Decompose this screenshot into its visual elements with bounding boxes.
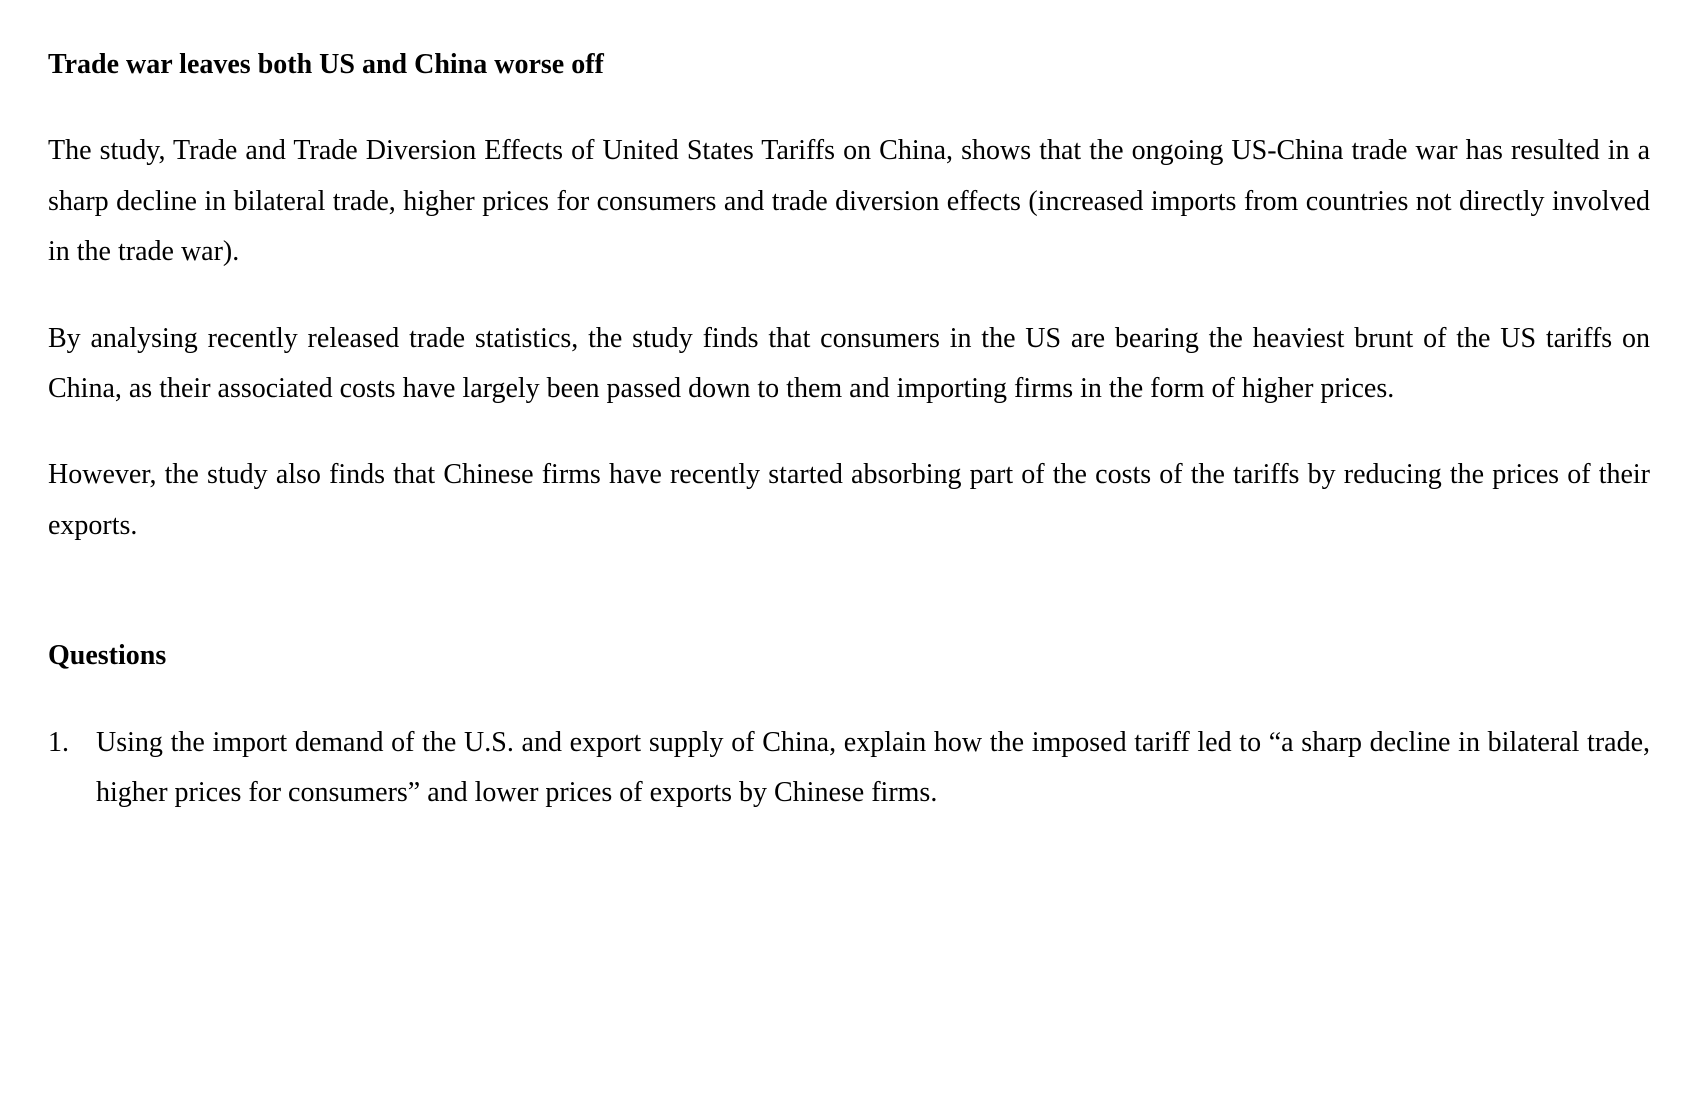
question-number: 1. (48, 718, 96, 819)
questions-heading: Questions (48, 631, 1650, 681)
body-paragraph: By analysing recently released trade sta… (48, 314, 1650, 415)
body-paragraph: However, the study also finds that Chine… (48, 450, 1650, 551)
document-title: Trade war leaves both US and China worse… (48, 40, 1650, 90)
body-paragraph: The study, Trade and Trade Diversion Eff… (48, 126, 1650, 277)
question-list: 1. Using the import demand of the U.S. a… (48, 718, 1650, 819)
question-item: 1. Using the import demand of the U.S. a… (48, 718, 1650, 819)
question-text: Using the import demand of the U.S. and … (96, 718, 1650, 819)
